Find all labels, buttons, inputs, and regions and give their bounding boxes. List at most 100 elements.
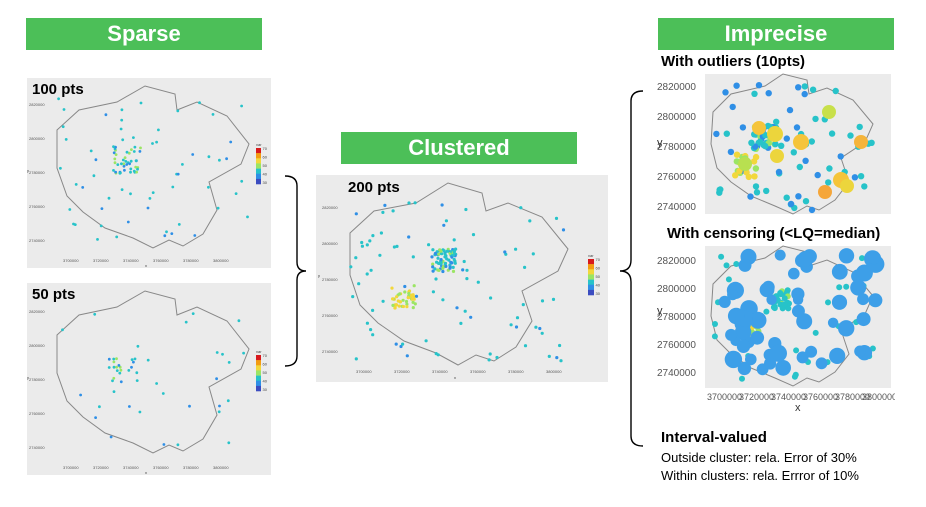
legend-swatch <box>256 365 261 371</box>
sample-point <box>781 301 788 308</box>
sample-point <box>171 185 175 189</box>
sample-point <box>540 331 544 335</box>
sample-point <box>405 302 409 306</box>
legend-swatch <box>256 163 261 169</box>
sample-point <box>242 351 246 355</box>
sample-point <box>790 149 797 156</box>
sample-point <box>439 258 443 262</box>
sample-point <box>155 382 159 385</box>
sample-point <box>398 292 402 296</box>
map-panel-50: 2820000 2800000 2780000 2760000 2740000 … <box>27 283 271 475</box>
outlier-point <box>752 121 766 135</box>
sample-point <box>107 366 111 369</box>
sample-point <box>414 294 419 298</box>
y-tick: 2780000 <box>29 170 45 175</box>
y-tick: 2800000 <box>657 284 696 295</box>
sample-point <box>120 108 124 112</box>
sample-point <box>413 201 417 205</box>
sample-point <box>130 358 134 361</box>
legend-label: 50 <box>263 370 268 375</box>
y-tick: 2780000 <box>657 312 696 323</box>
sample-point <box>796 163 803 171</box>
sample-point <box>360 240 364 245</box>
sample-point <box>489 296 493 300</box>
legend-swatch <box>588 264 594 270</box>
sample-point <box>519 206 523 210</box>
x-tick: 3800000 <box>546 369 562 374</box>
sample-point <box>221 352 224 356</box>
sample-point <box>739 375 745 382</box>
y-tick: 2820000 <box>657 256 696 267</box>
legend-label: 30 <box>596 291 601 296</box>
sample-point <box>129 167 133 171</box>
y-tick: 2740000 <box>322 349 338 354</box>
y-axis-title: y <box>657 137 663 149</box>
x-ticks: 3700000 3720000 3740000 3760000 3780000 … <box>63 465 229 470</box>
censored-point <box>838 248 855 264</box>
sample-point <box>117 364 121 367</box>
legend-label: 40 <box>596 283 601 288</box>
panel-label-100: 100 pts <box>32 81 84 98</box>
censored-point <box>796 313 813 330</box>
legend-swatch <box>588 284 594 291</box>
sample-point <box>64 138 68 141</box>
sample-point <box>211 113 215 116</box>
legend-label: 70 <box>596 257 601 262</box>
sample-point <box>411 293 415 297</box>
sample-point <box>727 148 735 156</box>
sample-point <box>783 135 790 142</box>
y-ticks: 2820000 2800000 2780000 2760000 2740000 <box>657 256 696 379</box>
legend-label: 40 <box>263 172 268 177</box>
censored-point <box>831 294 848 310</box>
sample-point <box>188 404 191 408</box>
sample-point <box>218 158 221 162</box>
sample-point <box>431 269 435 273</box>
sample-points <box>61 312 246 447</box>
sample-point <box>227 441 231 445</box>
sample-point <box>120 188 124 191</box>
sample-point <box>113 161 117 165</box>
sample-point <box>226 399 230 403</box>
legend-label: 40 <box>263 379 268 384</box>
interval-heading: Interval-valued <box>661 429 767 446</box>
legend-swatch <box>256 385 261 392</box>
y-tick: 2740000 <box>657 368 696 379</box>
x-tick: 3720000 <box>739 392 774 402</box>
sample-point <box>115 357 118 361</box>
y-tick: 2740000 <box>29 445 45 450</box>
map-200: 2820000 2800000 2780000 2760000 2740000 … <box>318 182 601 380</box>
sample-point <box>138 410 142 414</box>
legend-swatch <box>588 269 594 275</box>
sample-point <box>104 113 108 117</box>
censored-points <box>718 248 885 376</box>
censored-point <box>725 328 738 341</box>
sample-point <box>440 203 444 207</box>
legend-swatch <box>588 289 594 296</box>
sample-point <box>371 333 375 337</box>
sample-point <box>371 308 375 312</box>
sample-point <box>547 354 551 358</box>
sample-point <box>98 405 101 409</box>
legend-label: 60 <box>263 155 268 160</box>
sample-point <box>112 365 116 369</box>
censored-point <box>850 279 867 296</box>
sample-point <box>176 109 180 113</box>
x-tick: 3760000 <box>153 465 169 470</box>
sample-point <box>74 183 78 186</box>
censored-point <box>797 251 814 267</box>
legend-swatch <box>256 168 261 174</box>
sample-point <box>439 249 443 253</box>
censored-point <box>831 263 848 280</box>
sample-point <box>739 124 747 131</box>
sample-point <box>111 379 114 383</box>
legend-swatch <box>256 158 261 164</box>
sample-point <box>184 320 188 324</box>
sample-point <box>170 232 174 236</box>
sample-point <box>825 179 832 186</box>
sample-point <box>427 243 431 247</box>
sample-point <box>778 142 785 149</box>
sample-point <box>712 321 718 327</box>
sample-point <box>218 404 221 408</box>
censored-point <box>724 350 743 369</box>
